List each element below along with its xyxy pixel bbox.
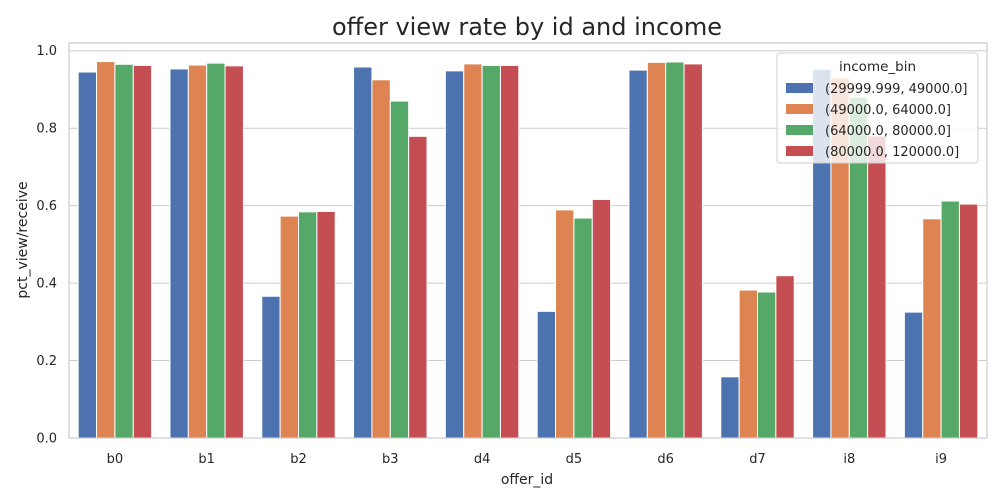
bar: [408, 135, 428, 439]
x-tick-label: i8: [843, 452, 855, 467]
bar: [628, 69, 648, 439]
y-tick-label: 0.6: [36, 199, 57, 214]
legend-swatch: [786, 146, 813, 156]
axes: [68, 42, 988, 439]
bar: [720, 376, 740, 439]
legend-box: [776, 52, 979, 164]
legend-title: income_bin: [839, 59, 916, 75]
bar: [132, 64, 153, 439]
bar: [316, 210, 336, 439]
bar: [665, 61, 685, 439]
bar: [96, 61, 116, 439]
bar: [555, 209, 575, 439]
x-axis-label: offer_id: [501, 472, 553, 488]
plot-frame: [68, 42, 988, 439]
x-tick-label: d5: [566, 452, 583, 467]
bar: [499, 64, 520, 439]
bar: [261, 295, 281, 439]
y-tick-label: 0.2: [36, 354, 57, 369]
legend-swatch: [786, 125, 813, 135]
bar: [903, 311, 924, 439]
bar: [77, 71, 98, 439]
bar: [463, 63, 483, 439]
bar: [114, 63, 134, 439]
x-tick-label: b3: [382, 452, 399, 467]
bar: [224, 65, 244, 439]
x-tick-label: i9: [935, 452, 947, 467]
bar: [757, 291, 777, 439]
bar: [206, 62, 226, 439]
x-tick-label: b0: [107, 452, 124, 467]
legend-swatch: [786, 83, 813, 93]
bar: [775, 275, 795, 439]
legend-entry: (29999.999, 49000.0]: [825, 82, 967, 97]
bar: [867, 135, 887, 439]
bar: [922, 218, 942, 439]
x-tick-label: d7: [749, 452, 766, 467]
bars: [77, 61, 979, 439]
bar: [683, 63, 703, 439]
bar: [169, 68, 189, 439]
bar: [958, 203, 979, 439]
bar: [187, 64, 208, 439]
y-tick-label: 0.0: [36, 432, 57, 447]
x-tick-label: b2: [290, 452, 307, 467]
legend-swatch: [786, 104, 813, 114]
bar: [371, 79, 391, 439]
tick-labels: 0.0 0.2 0.4 0.6 0.8 1.0 b0 b1 b2 b3 d4 d5 d6 d7 i8 i9: [36, 44, 947, 467]
x-tick-label: b1: [198, 452, 215, 467]
x-tick-label: d6: [657, 452, 674, 467]
bar: [738, 289, 759, 439]
bar: [353, 66, 373, 439]
bar: [573, 217, 593, 439]
bar: [298, 211, 318, 439]
y-tick-label: 0.4: [36, 277, 57, 292]
legend-entry: (80000.0, 120000.0]: [825, 145, 959, 160]
y-tick-label: 0.8: [36, 122, 57, 137]
legend-entry: (64000.0, 80000.0]: [825, 124, 951, 139]
bar: [481, 64, 501, 439]
y-axis-label: pct_view/receive: [15, 181, 31, 298]
y-tick-label: 1.0: [36, 44, 57, 59]
x-tick-label: d4: [474, 452, 491, 467]
bar: [279, 215, 300, 439]
bar: [591, 198, 612, 439]
chart-title: offer view rate by id and income: [332, 13, 722, 41]
bar: [389, 100, 410, 439]
bar: [940, 200, 960, 439]
bar: [536, 310, 557, 439]
legend: income_bin (29999.999, 49000.0] (49000.0, …: [776, 52, 979, 164]
bar: [646, 61, 667, 439]
bar: [444, 70, 465, 439]
legend-entry: (49000.0, 64000.0]: [825, 103, 951, 118]
